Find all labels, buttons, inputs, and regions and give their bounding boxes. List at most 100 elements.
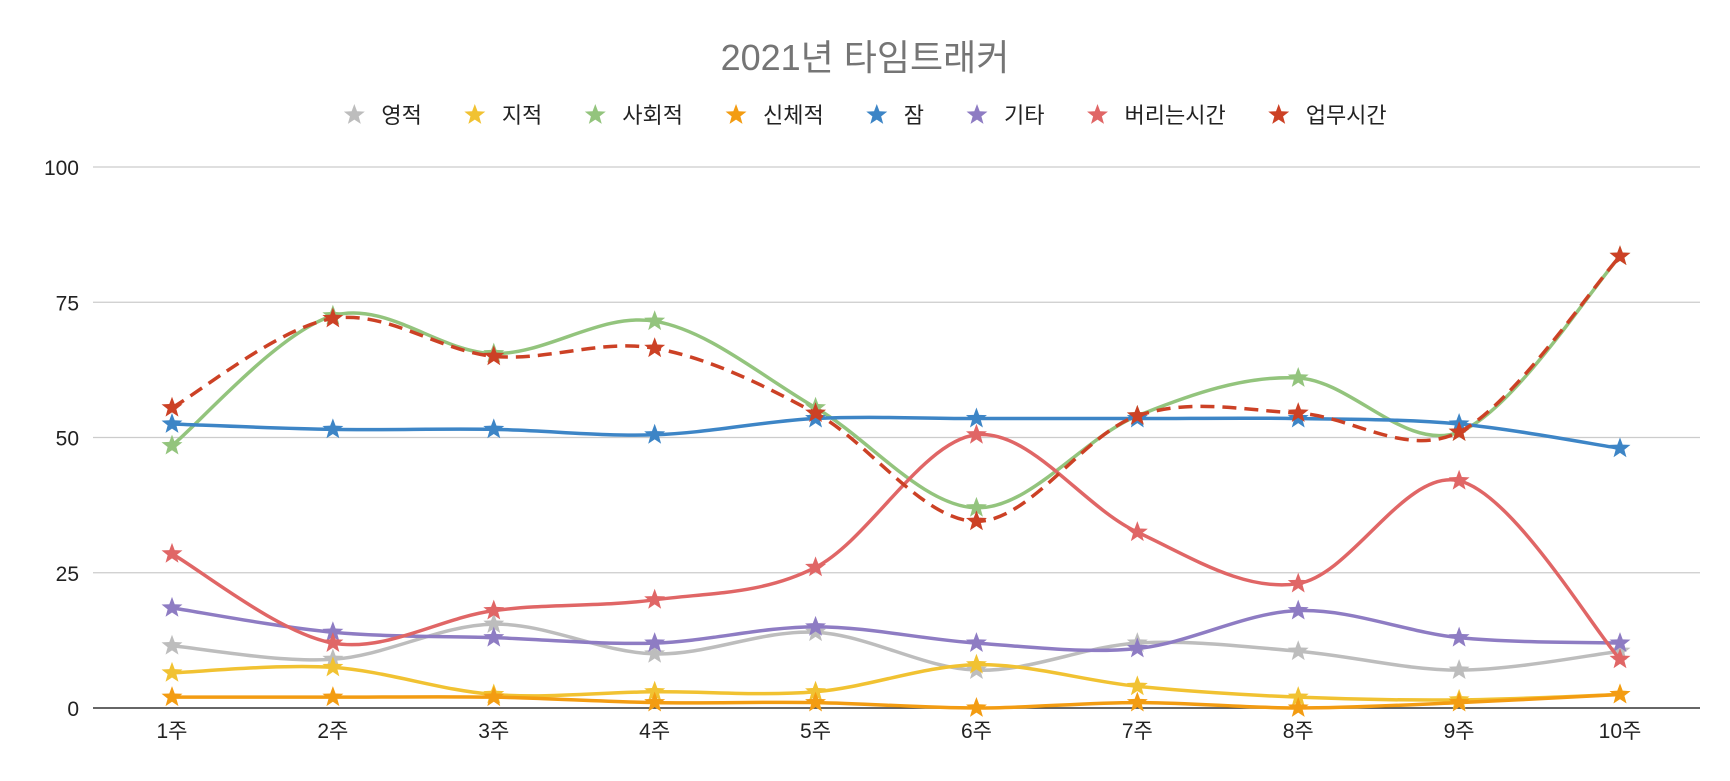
data-point <box>805 556 827 577</box>
data-point <box>1287 686 1309 707</box>
legend-label: 신체적 <box>763 103 824 128</box>
data-point <box>1287 697 1309 717</box>
chart-title: 2021년 타임트래커 <box>721 37 1010 78</box>
legend-item: 사회적 <box>584 103 683 128</box>
x-tick-label: 2주 <box>317 720 348 743</box>
data-point <box>161 686 183 707</box>
data-point <box>644 632 666 652</box>
x-tick-label: 4주 <box>639 720 670 743</box>
legend-item: 신체적 <box>725 103 824 128</box>
data-point <box>965 632 987 652</box>
data-point <box>1609 683 1631 704</box>
series-line <box>170 692 1622 710</box>
data-point <box>161 542 183 563</box>
legend-star-icon <box>343 104 365 124</box>
data-point <box>644 423 666 444</box>
data-point <box>644 642 666 663</box>
y-tick-label: 25 <box>56 563 79 586</box>
data-point <box>644 680 666 701</box>
legend-item: 잠 <box>866 103 924 128</box>
data-point <box>965 496 987 517</box>
data-point <box>1287 599 1309 620</box>
x-tick-label: 6주 <box>961 720 992 743</box>
series-line <box>170 662 1622 702</box>
x-tick-label: 3주 <box>478 720 509 743</box>
data-point <box>1287 640 1309 661</box>
legend-item: 지적 <box>464 103 542 128</box>
series-line <box>171 255 1622 524</box>
data-point <box>965 697 987 717</box>
y-tick-label: 50 <box>56 428 79 451</box>
data-point <box>1609 245 1631 266</box>
legend-item: 업무시간 <box>1268 103 1387 128</box>
data-point <box>1126 637 1148 658</box>
data-point <box>644 691 666 712</box>
data-point <box>322 621 344 642</box>
plot-area <box>161 245 1631 717</box>
series-5 <box>161 596 1631 658</box>
data-point <box>805 615 827 636</box>
data-point <box>161 634 183 655</box>
series-1 <box>161 653 1631 709</box>
data-point <box>1448 626 1470 647</box>
legend-star-icon <box>1087 104 1108 124</box>
data-point <box>483 686 505 707</box>
legend: 영적 지적 사회적 신체적 잠 기타 버리는시간 업무시간 <box>343 103 1387 128</box>
legend-label: 업무시간 <box>1306 103 1387 128</box>
data-point <box>965 510 987 531</box>
data-point <box>1609 632 1631 652</box>
data-point <box>322 632 344 652</box>
data-point <box>1126 675 1148 696</box>
data-point <box>1126 404 1148 425</box>
series-6 <box>161 423 1631 669</box>
data-point <box>161 396 183 417</box>
data-point <box>1448 659 1470 680</box>
data-point <box>1126 521 1148 542</box>
data-point <box>483 613 505 634</box>
series-line <box>170 415 1622 451</box>
series-4 <box>161 407 1631 458</box>
data-point <box>1287 402 1309 423</box>
data-point <box>1448 469 1470 490</box>
data-point <box>483 418 505 439</box>
legend-star-icon <box>1268 104 1290 124</box>
y-axis: 0 25 50 75 100 <box>44 157 79 721</box>
gridlines <box>93 166 1700 709</box>
data-point <box>1448 691 1470 712</box>
x-tick-label: 10주 <box>1599 720 1642 743</box>
data-point <box>1448 421 1470 441</box>
data-point <box>322 686 344 707</box>
data-point <box>805 691 827 712</box>
series-3 <box>161 683 1631 717</box>
y-tick-label: 100 <box>44 157 79 180</box>
legend-star-icon <box>584 104 606 124</box>
data-point <box>965 653 987 674</box>
legend-star-icon <box>725 104 747 124</box>
series-line <box>170 606 1622 653</box>
y-tick-label: 75 <box>56 292 79 315</box>
series-2 <box>161 245 1631 517</box>
data-point <box>1126 691 1148 712</box>
data-point <box>322 307 344 328</box>
legend-star-icon <box>866 104 888 124</box>
data-point <box>483 626 505 647</box>
data-point <box>161 596 183 617</box>
data-point <box>1609 437 1631 458</box>
data-point <box>965 407 987 428</box>
data-point <box>322 656 344 677</box>
data-point <box>322 418 344 439</box>
series-line <box>170 622 1622 672</box>
data-point <box>805 680 827 701</box>
legend-star-icon <box>464 104 486 124</box>
x-tick-label: 7주 <box>1122 720 1153 743</box>
legend-label: 잠 <box>904 103 924 128</box>
x-tick-label: 5주 <box>800 720 831 743</box>
series-0 <box>161 613 1631 680</box>
legend-star-icon <box>966 104 988 124</box>
legend-label: 지적 <box>502 103 542 128</box>
legend-item: 기타 <box>966 103 1045 128</box>
data-point <box>1287 572 1309 593</box>
legend-label: 영적 <box>381 103 421 128</box>
data-point <box>161 661 183 682</box>
